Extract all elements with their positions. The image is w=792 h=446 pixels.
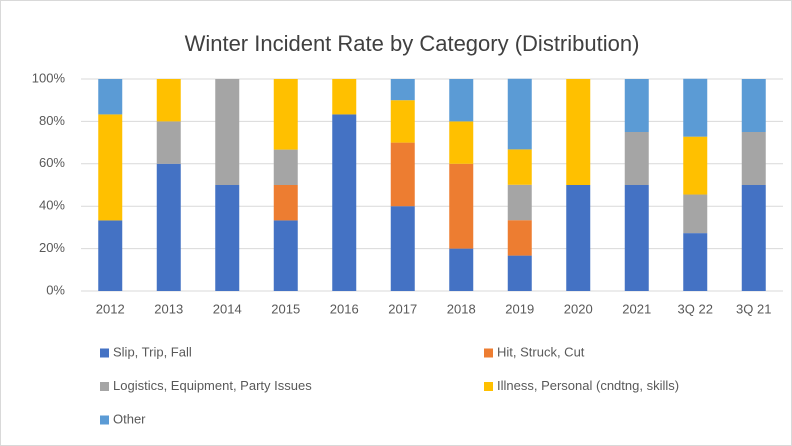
bar-segment [390, 100, 415, 143]
y-tick-label: 20% [39, 240, 65, 255]
bar-segment [390, 142, 415, 207]
x-tick-label: 2018 [447, 301, 476, 316]
chart-title: Winter Incident Rate by Category (Distri… [185, 31, 640, 56]
bar-segment [156, 121, 181, 164]
bar-segment [332, 79, 357, 115]
x-tick-label: 2014 [213, 301, 242, 316]
bar-segment [156, 79, 181, 122]
x-tick-label: 3Q 21 [736, 301, 771, 316]
bar-segment [507, 78, 532, 150]
bar-segment [507, 184, 532, 221]
bar-segment [390, 206, 415, 291]
bar-segment [566, 79, 591, 185]
legend-label: Logistics, Equipment, Party Issues [113, 378, 312, 393]
bar-segment [273, 79, 298, 150]
y-tick-label: 0% [46, 282, 65, 297]
bar-segment [156, 163, 181, 291]
legend-swatch [484, 348, 493, 358]
bar-segment [273, 185, 298, 221]
y-tick-label: 80% [39, 113, 65, 128]
legend-label: Other [113, 411, 146, 426]
x-tick-label: 2012 [96, 301, 125, 316]
legend-label: Slip, Trip, Fall [113, 344, 192, 359]
legend-swatch [484, 382, 493, 391]
bar-segment [741, 79, 766, 132]
y-tick-label: 40% [39, 198, 65, 213]
bar-segment [566, 185, 591, 291]
bar-segment [683, 233, 708, 291]
x-tick-label: 2016 [330, 301, 359, 316]
bar-segment [98, 220, 123, 291]
bar-segment [624, 132, 649, 185]
bar-segment [507, 220, 532, 256]
bar-segment [449, 163, 474, 249]
x-tick-label: 2019 [505, 301, 534, 316]
bar-segment [98, 114, 123, 221]
bar-segment [507, 255, 532, 291]
bar-segment [215, 79, 240, 185]
bar-segment [624, 185, 649, 291]
bar-segment [507, 149, 532, 185]
legend-swatch [100, 382, 109, 391]
bar-segment [683, 136, 708, 195]
bar-segment [624, 79, 649, 132]
bar-segment [98, 79, 123, 115]
y-tick-label: 60% [39, 155, 65, 170]
x-tick-label: 2015 [271, 301, 300, 316]
bar-segment [332, 114, 357, 292]
legend-label: Illness, Personal (cndtng, skills) [497, 378, 679, 393]
legend-label: Hit, Struck, Cut [497, 344, 585, 359]
bar-segment [449, 121, 474, 164]
bar-segment [390, 79, 415, 101]
bar-segment [273, 149, 298, 185]
bar-segment [683, 194, 708, 234]
x-tick-label: 2021 [622, 301, 651, 316]
legend-swatch [100, 415, 109, 425]
bar-segment [215, 185, 240, 291]
bar-segment [449, 79, 474, 122]
y-tick-label: 100% [32, 70, 66, 85]
bar-segment [741, 132, 766, 185]
bar-segment [273, 220, 298, 291]
x-tick-label: 3Q 22 [678, 301, 713, 316]
bar-segment [683, 78, 708, 137]
bar-segment [449, 248, 474, 291]
x-tick-label: 2020 [564, 301, 593, 316]
bar-segment [741, 185, 766, 291]
x-tick-label: 2013 [154, 301, 183, 316]
x-tick-label: 2017 [388, 301, 417, 316]
legend-swatch [100, 348, 109, 358]
